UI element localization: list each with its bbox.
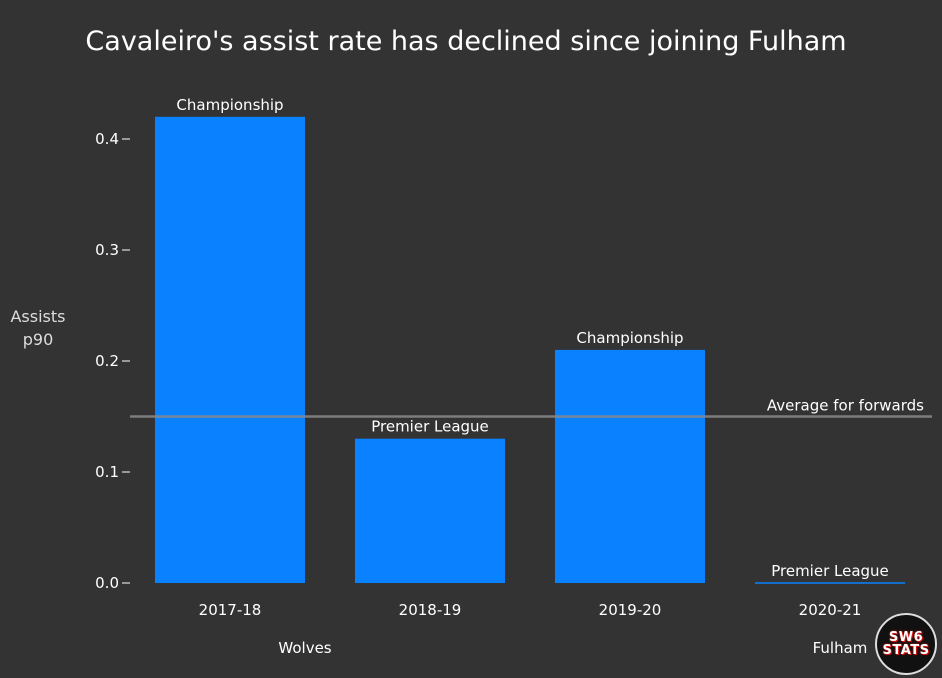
reference-line-label: Average for forwards	[767, 397, 924, 415]
x-tick-label: 2020-21	[799, 601, 862, 619]
labels: Championship 2017-18 Premier League 2018-19…	[176, 96, 888, 657]
bar-label: Premier League	[371, 418, 489, 436]
y-tick-label: 0.1	[95, 463, 119, 481]
group-label: Wolves	[278, 639, 331, 657]
reference-line-group: Average for forwards	[130, 397, 932, 418]
y-axis-label-line2: p90	[23, 330, 54, 349]
y-tick-label: 0.0	[95, 574, 119, 592]
y-axis: 0.0 0.1 0.2 0.3 0.4	[95, 130, 130, 592]
logo-line1: SW6	[888, 630, 924, 645]
y-tick-label: 0.3	[95, 241, 119, 259]
bar-label: Championship	[576, 329, 683, 347]
bar-label: Premier League	[771, 562, 889, 580]
y-tick-label: 0.4	[95, 130, 119, 148]
x-tick-label: 2017-18	[199, 601, 262, 619]
x-tick-label: 2018-19	[399, 601, 462, 619]
logo-line2: STATS	[882, 643, 930, 658]
bar	[155, 116, 305, 584]
y-tick-label: 0.2	[95, 352, 119, 370]
x-tick-label: 2019-20	[599, 601, 662, 619]
bar	[555, 349, 705, 583]
sw6-stats-logo: SW6 STATS	[875, 613, 937, 675]
bar-label: Championship	[176, 96, 283, 114]
y-axis-label-line1: Assists	[10, 307, 65, 326]
bar	[355, 438, 505, 583]
group-label: Fulham	[813, 639, 868, 657]
chart-title: Cavaleiro's assist rate has declined sin…	[85, 26, 846, 57]
bars	[155, 116, 905, 584]
